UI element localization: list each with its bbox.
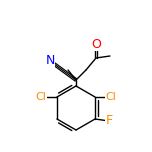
Text: N: N: [45, 55, 55, 67]
Text: Cl: Cl: [106, 92, 116, 102]
Text: O: O: [91, 38, 101, 50]
Text: F: F: [105, 114, 113, 128]
Text: Cl: Cl: [36, 92, 46, 102]
